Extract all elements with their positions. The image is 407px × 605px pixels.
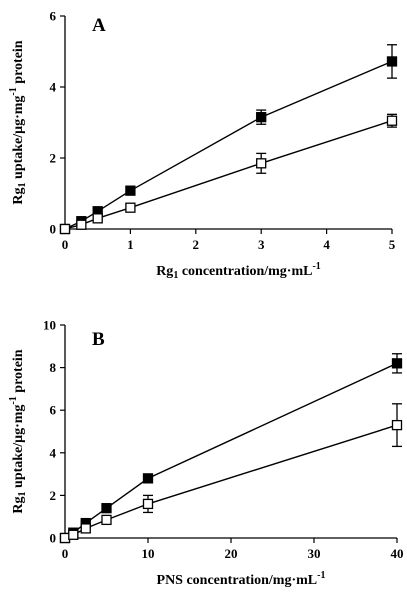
label-part: uptake/μg·mg xyxy=(11,96,26,183)
label-part: 1 xyxy=(173,270,178,281)
x-tick-label: 1 xyxy=(127,237,134,252)
x-tick-label: 30 xyxy=(308,546,321,561)
filled-square-point xyxy=(101,503,112,514)
series-line xyxy=(64,60,393,230)
y-tick-label: 0 xyxy=(50,222,57,237)
y-tick-label: 2 xyxy=(50,151,57,166)
open-square-point xyxy=(142,498,154,510)
filled-square-point xyxy=(391,358,403,369)
x-tick-label: 20 xyxy=(225,546,238,561)
y-tick-label: 8 xyxy=(50,360,57,375)
panel-label: B xyxy=(92,329,105,350)
y-tick-label: 4 xyxy=(50,80,57,95)
label-part: 1 xyxy=(17,491,28,496)
label-part: protein xyxy=(11,40,26,87)
label-part: protein xyxy=(11,349,26,396)
open-square-point xyxy=(391,419,403,431)
filled-square-point xyxy=(256,112,267,123)
y-tick-label: 10 xyxy=(43,318,56,333)
label-part: uptake/μg·mg xyxy=(11,405,26,492)
open-square-point xyxy=(386,115,398,126)
filled-square-point xyxy=(142,473,154,484)
y-axis-title: Rg1 uptake/μg·mg-1 protein xyxy=(8,40,28,204)
x-tick-label: 2 xyxy=(193,237,200,252)
label-part: Rg xyxy=(11,187,26,204)
y-tick-label: 4 xyxy=(50,445,57,460)
open-square-point xyxy=(92,213,103,224)
open-square-point xyxy=(101,514,112,526)
panel-label: A xyxy=(92,15,106,36)
series-line xyxy=(64,362,398,539)
x-tick-label: 4 xyxy=(323,237,330,252)
label-part: -1 xyxy=(8,396,19,404)
filled-square-point xyxy=(386,56,398,67)
label-part: 1 xyxy=(17,182,28,187)
open-square-point xyxy=(59,223,71,235)
panel-b: 0 2 4 6 8 10 0 10 20 30 40 B PNS concentration/mg·mL… xyxy=(8,318,404,589)
series-line xyxy=(64,120,393,230)
label-part: -1 xyxy=(312,261,320,272)
series-line xyxy=(64,424,398,539)
label-part: -1 xyxy=(8,87,19,95)
open-square-point xyxy=(125,202,136,213)
y-tick-label: 6 xyxy=(50,403,57,418)
x-tick-label: 40 xyxy=(391,546,404,561)
x-tick-label: 5 xyxy=(389,237,396,252)
x-axis-title: Rg1 concentration/mg·mL-1 xyxy=(156,261,321,281)
x-tick-label: 10 xyxy=(142,546,155,561)
label-part: Rg xyxy=(11,496,26,513)
label-part: -1 xyxy=(317,570,325,581)
open-square-point xyxy=(256,158,267,169)
label-part: concentration/mg·mL xyxy=(178,264,312,279)
y-tick-label: 6 xyxy=(50,9,57,24)
open-square-point xyxy=(76,219,87,230)
x-axis-title: PNS concentration/mg·mL-1 xyxy=(157,570,326,588)
y-tick-label: 0 xyxy=(50,531,57,546)
y-tick-label: 2 xyxy=(50,488,57,503)
open-square-point xyxy=(59,532,71,544)
open-square-point xyxy=(68,529,79,540)
x-tick-label: 0 xyxy=(62,546,69,561)
y-axis-title: Rg1 uptake/μg·mg-1 protein xyxy=(8,349,28,513)
x-tick-label: 3 xyxy=(258,237,265,252)
open-square-point xyxy=(80,523,91,534)
label-part: PNS concentration/mg·mL xyxy=(157,573,318,588)
label-part: Rg xyxy=(156,264,173,279)
filled-square-point xyxy=(125,185,136,196)
x-tick-label: 0 xyxy=(62,237,69,252)
